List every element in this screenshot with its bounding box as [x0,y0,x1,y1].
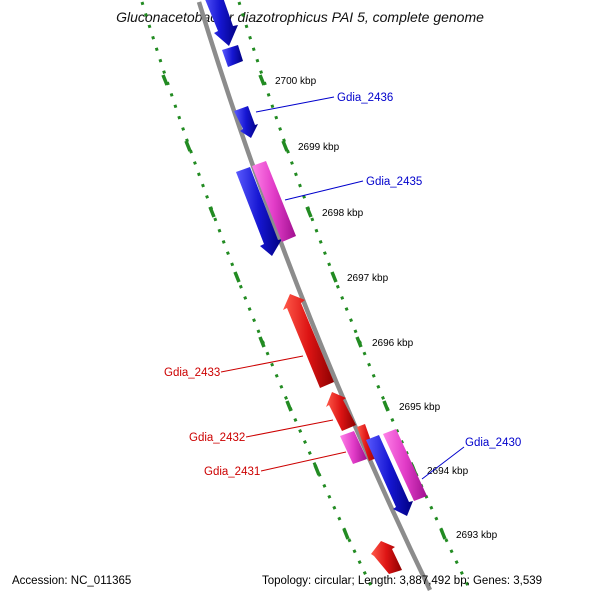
tick-label-2697: 2697 kbp [347,273,389,284]
major-tick [382,400,390,412]
backbone-line [196,1,433,591]
major-tick [208,206,216,218]
major-tick [355,336,363,348]
gene-arrow-unlabeled-red-bottom[interactable] [371,541,402,574]
ruler-arc-outer [140,1,375,591]
gene-label-gdia-2432[interactable]: Gdia_2432 [189,432,245,444]
gene-arrow-unlabeled-blue-fragment[interactable] [222,45,243,67]
tick-label-2698: 2698 kbp [322,208,364,219]
major-tick [184,140,192,152]
tick-label-2693: 2693 kbp [456,530,498,541]
gene-arrow-unlabeled-blue-top[interactable] [202,0,238,46]
ruler: 2700 kbp 2699 kbp 2698 kbp 2697 kbp 2696… [140,1,498,591]
gene-arrow-gdia-2430[interactable] [366,435,413,516]
major-tick [161,74,169,86]
ruler-arc-inner [237,1,472,591]
gene-arrow-gdia-2432[interactable] [326,392,356,431]
major-tick [330,271,338,283]
leader-gdia-2435 [284,180,364,201]
gene-label-gdia-2435[interactable]: Gdia_2435 [366,176,422,188]
tick-label-2699: 2699 kbp [298,142,340,153]
figure-title: Gluconacetobacter diazotrophicus PAI 5, … [116,9,484,25]
ruler-major-ticks [161,74,447,540]
status-accession: Accession: NC_011365 [12,575,131,587]
status-bar: Accession: NC_011365 Topology: circular;… [12,575,542,587]
major-tick [313,464,321,476]
leader-gdia-2436 [255,96,335,113]
gene-arrow-gdia-2436[interactable] [234,106,258,138]
gene-label-gdia-2430[interactable]: Gdia_2430 [465,437,521,449]
leader-gdia-2433 [220,355,304,373]
major-tick [258,336,266,348]
major-tick [258,74,266,86]
tick-label-2695: 2695 kbp [399,402,441,413]
tick-label-2694: 2694 kbp [427,466,469,477]
leader-gdia-2431 [260,451,347,472]
gene-arrow-gdia-2433[interactable] [283,294,334,388]
gene-arrow-gdia-2435[interactable] [236,167,282,256]
gene-arrow-unlabeled-magenta-mid[interactable] [340,431,367,464]
gene-features [202,0,427,574]
gene-label-gdia-2431[interactable]: Gdia_2431 [204,466,260,478]
gene-labels: Gdia_2436 Gdia_2435 Gdia_2433 Gdia_2432 … [164,92,521,478]
tick-label-2696: 2696 kbp [372,338,414,349]
major-tick [305,206,313,218]
major-tick [281,140,289,152]
leader-lines [220,96,465,480]
gene-label-gdia-2433[interactable]: Gdia_2433 [164,367,220,379]
gene-arrow-unlabeled-magenta-lower[interactable] [383,429,427,501]
gene-label-gdia-2436[interactable]: Gdia_2436 [337,92,393,104]
leader-gdia-2430 [421,446,465,480]
major-tick [342,528,350,540]
leader-gdia-2432 [245,419,334,438]
major-tick [233,271,241,283]
tick-label-2700: 2700 kbp [275,76,317,87]
status-details: Topology: circular; Length: 3,887,492 bp… [262,575,542,587]
ruler-labels: 2700 kbp 2699 kbp 2698 kbp 2697 kbp 2696… [275,76,498,541]
major-tick [439,528,447,540]
major-tick [285,400,293,412]
gene-arrow-unlabeled-magenta-upper[interactable] [252,161,296,242]
